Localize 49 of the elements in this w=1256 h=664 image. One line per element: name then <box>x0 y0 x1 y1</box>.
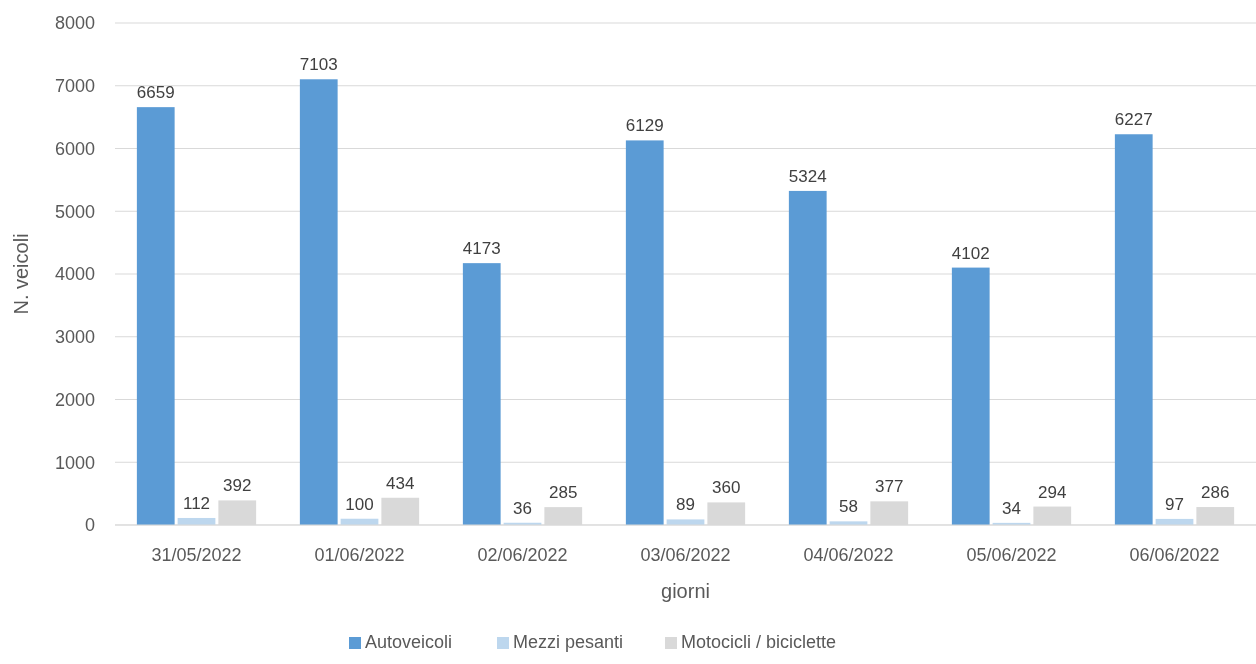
legend-label: Mezzi pesanti <box>513 632 624 652</box>
bar <box>788 190 827 525</box>
bar <box>1114 134 1153 525</box>
x-axis-title: giorni <box>661 580 710 602</box>
data-label: 7103 <box>299 55 338 75</box>
data-label: 6659 <box>136 83 175 103</box>
data-label: 392 <box>223 476 252 496</box>
y-tick-label: 0 <box>84 515 95 536</box>
x-tick-label: 04/06/2022 <box>803 545 894 565</box>
bar <box>625 140 664 525</box>
x-tick-label: 05/06/2022 <box>966 545 1057 565</box>
y-tick-label: 4000 <box>54 264 95 285</box>
data-label: 360 <box>712 478 741 498</box>
data-label: 294 <box>1038 482 1067 502</box>
y-tick-label: 5000 <box>54 201 95 222</box>
data-label: 434 <box>386 473 415 493</box>
y-tick-label: 8000 <box>54 13 95 34</box>
x-tick-label: 03/06/2022 <box>640 545 731 565</box>
x-tick-label: 06/06/2022 <box>1129 545 1220 565</box>
data-label: 6227 <box>1114 110 1153 130</box>
y-tick-label: 2000 <box>54 389 95 410</box>
data-label: 286 <box>1201 483 1230 503</box>
x-tick-label: 02/06/2022 <box>477 545 568 565</box>
bar <box>462 263 501 525</box>
data-label: 58 <box>839 497 858 517</box>
bar <box>951 267 990 525</box>
data-label: 100 <box>345 494 374 514</box>
data-label: 34 <box>1002 498 1021 518</box>
y-tick-label: 7000 <box>54 76 95 97</box>
data-label: 4102 <box>951 243 990 263</box>
y-axis-title: N. veicoli <box>10 233 32 315</box>
bar <box>299 79 338 525</box>
data-label: 112 <box>182 493 211 513</box>
data-label: 36 <box>513 498 532 518</box>
data-label: 5324 <box>788 166 827 186</box>
data-label: 4173 <box>462 239 501 259</box>
x-tick-label: 31/05/2022 <box>151 545 242 565</box>
y-tick-label: 6000 <box>54 138 95 159</box>
y-tick-label: 1000 <box>54 452 95 473</box>
x-tick-label: 01/06/2022 <box>314 545 405 565</box>
data-label: 6129 <box>625 116 664 136</box>
legend-label: Autoveicoli <box>365 632 453 652</box>
data-label: 89 <box>676 495 695 515</box>
bar <box>136 107 175 525</box>
data-label: 97 <box>1165 494 1184 514</box>
y-tick-label: 3000 <box>54 327 95 348</box>
legend-label: Motocicli / biciclette <box>681 632 837 652</box>
data-label: 285 <box>549 483 578 503</box>
data-label: 377 <box>875 477 904 497</box>
